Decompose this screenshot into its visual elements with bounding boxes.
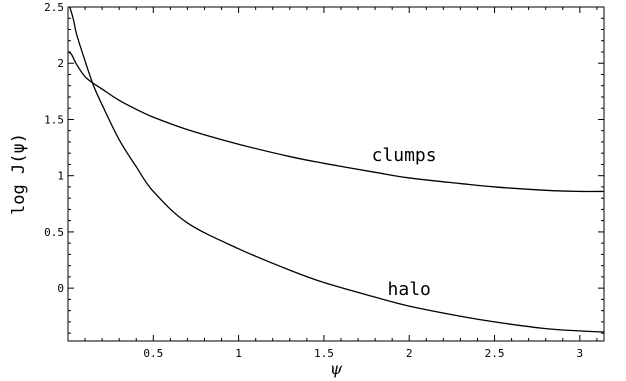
- y-tick-label: 0: [57, 282, 64, 295]
- x-axis-label: ψ: [330, 359, 343, 378]
- x-tick-label: 2.5: [485, 347, 505, 360]
- series-lines: [68, 7, 604, 333]
- annotation-halo: halo: [388, 279, 431, 300]
- y-tick-label: 2: [57, 57, 64, 70]
- y-axis-label: log J(ψ): [9, 133, 29, 215]
- annotation-clumps: clumps: [372, 145, 437, 166]
- y-tick-label: 0.5: [44, 226, 64, 239]
- plot-frame: [67, 6, 605, 342]
- x-tick-label: 3: [577, 347, 584, 360]
- x-tick-label: 1: [235, 347, 242, 360]
- annotations: clumps halo: [372, 145, 437, 300]
- y-tick-label: 1: [57, 170, 64, 183]
- series-line-clumps: [68, 51, 604, 193]
- series-line-halo: [69, 7, 604, 333]
- x-tick-label: 0.5: [143, 347, 163, 360]
- x-axis-ticks: 0.5 1 1.5 2 2.5 3: [84, 7, 598, 360]
- y-tick-label: 1.5: [44, 113, 64, 126]
- y-axis-ticks: 0 0.5 1 1.5 2 2.5: [44, 1, 604, 334]
- x-tick-label: 2: [406, 347, 413, 360]
- y-tick-label: 2.5: [44, 1, 64, 14]
- x-tick-label: 1.5: [314, 347, 334, 360]
